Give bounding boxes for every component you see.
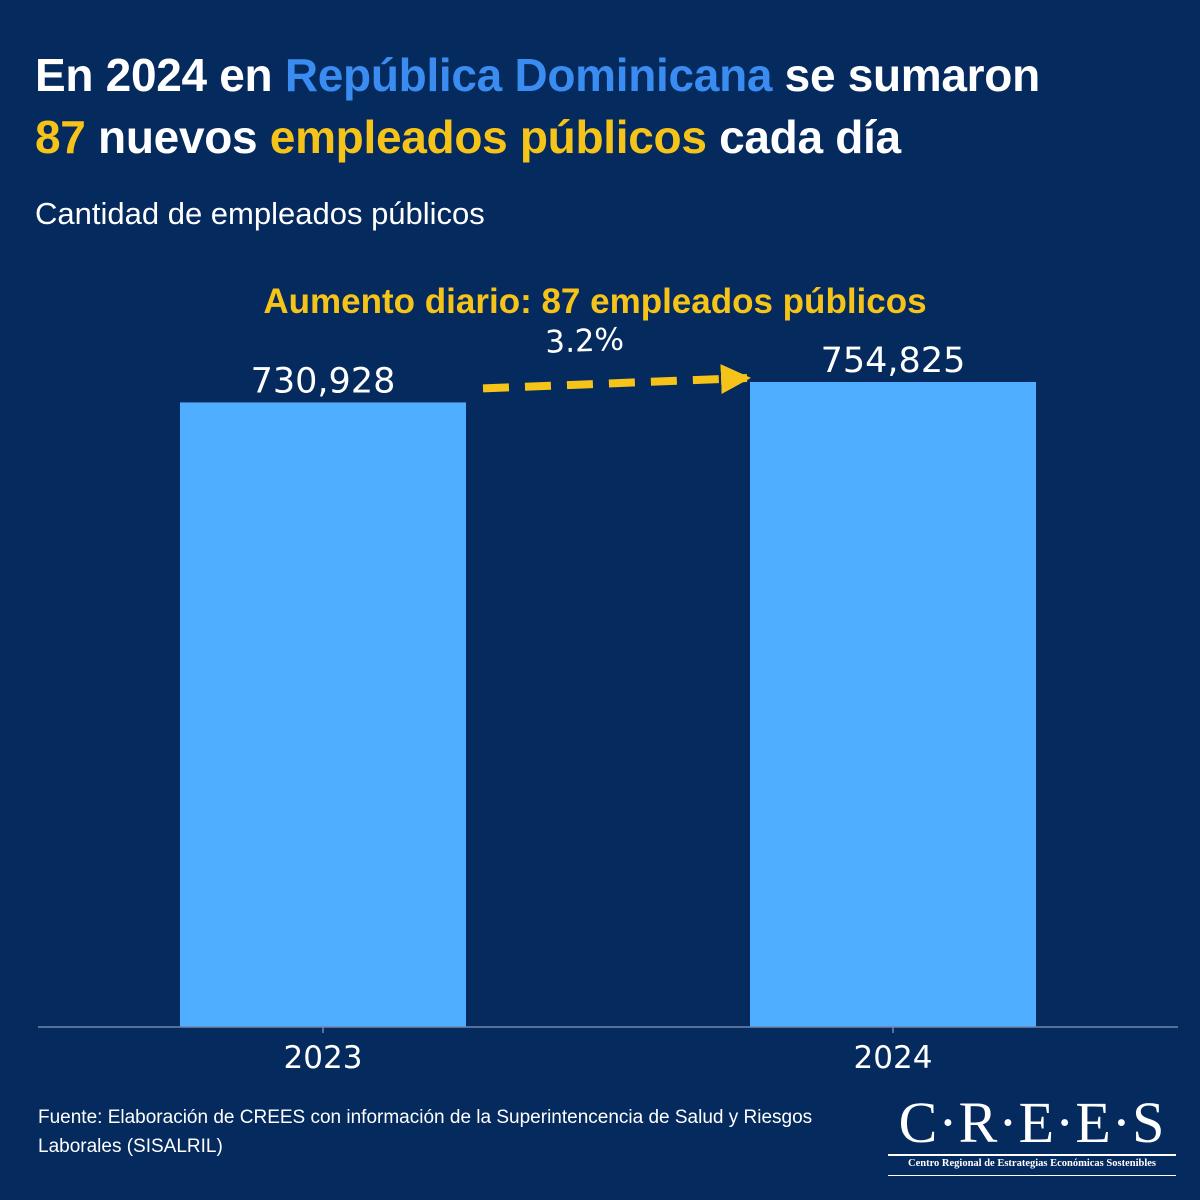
headline-text: nuevos: [85, 111, 270, 163]
bar-2024: [750, 382, 1036, 1027]
source-note: Fuente: Elaboración de CREES con informa…: [38, 1107, 813, 1157]
growth-arrow: [482, 364, 751, 395]
bar-2023: [180, 402, 466, 1027]
headline-line-1: En 2024 en República Dominicana se sumar…: [35, 44, 1175, 106]
logo-tagline: Centro Regional de Estrategias Económica…: [907, 1158, 1156, 1169]
headline-number: 87: [35, 111, 86, 163]
headline-text: cada día: [706, 111, 901, 163]
x-tick-label-2024: 2024: [854, 1040, 933, 1076]
logo-wordmark: C·R·E·E·S: [898, 1090, 1166, 1155]
bar-chart: Aumento diario: 87 empleados públicos 73…: [38, 282, 1178, 1076]
headline-text: En 2024 en: [35, 49, 285, 101]
chart-subtitle: Cantidad de empleados públicos: [35, 196, 485, 231]
headline-line-2: 87 nuevos empleados públicos cada día: [35, 106, 1175, 168]
logo-divider: [888, 1175, 1176, 1176]
headline: En 2024 en República Dominicana se sumar…: [35, 44, 1175, 168]
x-tick-label-2023: 2023: [284, 1040, 363, 1076]
logo-divider: [888, 1154, 1176, 1156]
growth-percent-label: 3.2%: [545, 322, 625, 361]
headline-text: se sumaron: [772, 49, 1041, 101]
headline-highlight: empleados públicos: [269, 111, 707, 163]
chart-title: Aumento diario: 87 empleados públicos: [263, 282, 926, 321]
headline-country: República Dominicana: [284, 49, 773, 101]
data-label-2024: 754,825: [821, 341, 966, 381]
crees-logo: C·R·E·E·S Centro Regional de Estrategias…: [888, 1092, 1176, 1180]
data-label-2023: 730,928: [251, 361, 396, 401]
